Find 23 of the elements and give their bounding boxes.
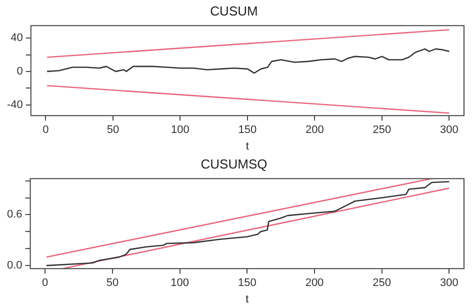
x-tick-label: 150 xyxy=(238,124,257,136)
x-tick-label: 200 xyxy=(305,277,324,290)
y-tick-label: 0 xyxy=(16,65,23,78)
x-tick-label: 100 xyxy=(170,277,189,290)
x-tick-label: 0 xyxy=(42,277,48,290)
y-tick-label: 0.0 xyxy=(6,260,22,272)
y-tick-label: -40 xyxy=(6,98,23,111)
x-axis-title: t xyxy=(246,293,249,306)
x-tick-label: 200 xyxy=(306,124,324,136)
x-tick-label: 250 xyxy=(372,124,392,136)
x-tick-label: 0 xyxy=(42,124,49,136)
x-tick-label: 50 xyxy=(106,277,119,290)
x-tick-label: 300 xyxy=(440,277,458,290)
x-tick-label: 250 xyxy=(372,277,392,290)
x-tick-label: 100 xyxy=(171,124,190,136)
y-tick-label: 0.6 xyxy=(6,208,22,221)
x-axis-title: t xyxy=(246,140,249,152)
y-tick-label: 40 xyxy=(10,32,23,44)
x-tick-label: 50 xyxy=(106,124,120,136)
x-tick-label: 150 xyxy=(238,277,256,290)
chart-title: CUSUM xyxy=(210,3,258,18)
chart-title: CUSUMSQ xyxy=(200,156,268,172)
x-tick-label: 300 xyxy=(440,124,458,136)
